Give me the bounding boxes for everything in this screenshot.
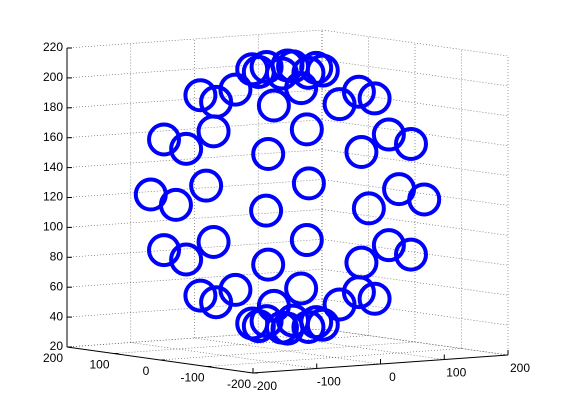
x-tick-label: -100 <box>317 375 341 389</box>
grid-line <box>66 119 323 138</box>
point <box>291 55 326 90</box>
point <box>249 193 284 228</box>
z-tick-label: 140 <box>43 160 63 174</box>
grid-line <box>206 348 462 367</box>
grid-line <box>321 239 509 266</box>
point <box>322 87 357 122</box>
grid-line <box>194 337 381 365</box>
point <box>357 81 392 116</box>
point <box>249 304 284 339</box>
z-tick-label: 220 <box>43 40 63 54</box>
point <box>289 112 324 147</box>
point <box>407 182 442 217</box>
point <box>251 137 286 172</box>
point <box>291 310 326 345</box>
grid-line <box>66 239 323 258</box>
point <box>196 224 231 259</box>
z-tick-label: 40 <box>50 309 64 323</box>
point <box>251 247 286 282</box>
grid-line <box>321 328 509 356</box>
point <box>371 117 406 152</box>
point <box>393 237 428 272</box>
grid-line <box>159 341 416 361</box>
point <box>249 50 284 85</box>
point <box>196 114 231 149</box>
y-tick-label: 200 <box>43 351 63 365</box>
grid-line <box>321 268 509 296</box>
grid-line <box>66 149 323 168</box>
z-tick-label: 100 <box>43 220 63 234</box>
z-tick-label: 20 <box>50 339 64 353</box>
point <box>183 278 218 313</box>
point <box>189 168 224 203</box>
x-tick-label: 0 <box>389 370 396 384</box>
point <box>147 233 182 268</box>
point <box>256 88 291 123</box>
grid-line <box>258 333 445 360</box>
point <box>351 191 386 226</box>
grid-line <box>66 59 323 79</box>
z-tick-label: 60 <box>50 279 64 293</box>
point <box>322 287 357 322</box>
point <box>256 288 291 323</box>
z-tick-label: 80 <box>50 249 64 263</box>
grid-line <box>321 209 509 236</box>
x-tick-label: 100 <box>446 366 466 380</box>
grid-line <box>66 29 323 49</box>
grid-line <box>321 89 509 117</box>
point <box>158 187 193 222</box>
z-tick-label: 120 <box>43 190 63 204</box>
grid-line <box>66 298 323 318</box>
y-tick-label: -200 <box>227 377 251 391</box>
z-tick-label: 160 <box>43 130 63 144</box>
point <box>270 48 305 83</box>
point <box>344 135 379 170</box>
x-tick-label: 200 <box>510 361 530 375</box>
grid-line <box>321 298 509 326</box>
point <box>199 285 234 320</box>
point <box>371 228 406 263</box>
grid-line <box>321 119 509 146</box>
z-tick-label: 180 <box>43 100 63 114</box>
point <box>393 126 428 161</box>
point <box>169 131 204 166</box>
point <box>344 245 379 280</box>
point <box>284 271 319 306</box>
y-tick-label: 100 <box>89 358 109 372</box>
point <box>357 281 392 316</box>
x-tick-label: -200 <box>253 379 277 393</box>
z-tick-label: 200 <box>43 70 63 84</box>
grid-line <box>321 149 509 176</box>
grid-line <box>66 179 323 198</box>
point <box>289 223 324 258</box>
grid-line <box>321 59 509 87</box>
point <box>183 78 218 113</box>
point <box>305 307 340 342</box>
point <box>264 56 299 91</box>
y-tick-label: -100 <box>180 371 204 385</box>
point <box>291 166 326 201</box>
grid-line <box>321 29 509 57</box>
point <box>199 84 234 119</box>
y-tick-label: 0 <box>143 364 150 378</box>
point <box>169 242 204 277</box>
point <box>147 122 182 157</box>
point <box>305 53 340 88</box>
point <box>264 310 299 345</box>
grid-line <box>66 209 323 228</box>
